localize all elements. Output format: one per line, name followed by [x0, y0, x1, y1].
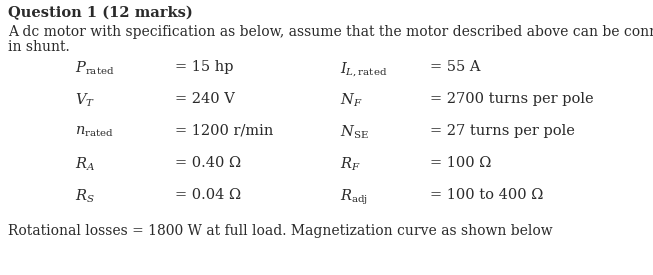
Text: = 27 turns per pole: = 27 turns per pole	[430, 124, 575, 138]
Text: $I_{L,\mathrm{rated}}$: $I_{L,\mathrm{rated}}$	[340, 60, 387, 79]
Text: $N_{F}$: $N_{F}$	[340, 92, 362, 109]
Text: $P_{\mathrm{rated}}$: $P_{\mathrm{rated}}$	[75, 60, 114, 77]
Text: = 55 A: = 55 A	[430, 60, 481, 74]
Text: $R_{F}$: $R_{F}$	[340, 156, 360, 174]
Text: A dc motor with specification as below, assume that the motor described above ca: A dc motor with specification as below, …	[8, 25, 653, 39]
Text: $N_{\mathrm{SE}}$: $N_{\mathrm{SE}}$	[340, 124, 369, 141]
Text: = 100 to 400 Ω: = 100 to 400 Ω	[430, 188, 543, 202]
Text: in shunt.: in shunt.	[8, 40, 70, 54]
Text: = 0.40 Ω: = 0.40 Ω	[175, 156, 241, 170]
Text: = 100 Ω: = 100 Ω	[430, 156, 491, 170]
Text: Question 1 (12 marks): Question 1 (12 marks)	[8, 6, 193, 20]
Text: = 2700 turns per pole: = 2700 turns per pole	[430, 92, 594, 106]
Text: = 1200 r/min: = 1200 r/min	[175, 124, 274, 138]
Text: Rotational losses = 1800 W at full load. Magnetization curve as shown below: Rotational losses = 1800 W at full load.…	[8, 224, 552, 238]
Text: $n_{\mathrm{rated}}$: $n_{\mathrm{rated}}$	[75, 124, 114, 139]
Text: = 0.04 Ω: = 0.04 Ω	[175, 188, 241, 202]
Text: = 240 V: = 240 V	[175, 92, 235, 106]
Text: $R_{\mathrm{adj}}$: $R_{\mathrm{adj}}$	[340, 188, 368, 207]
Text: $V_{T}$: $V_{T}$	[75, 92, 95, 109]
Text: $R_{S}$: $R_{S}$	[75, 188, 95, 205]
Text: = 15 hp: = 15 hp	[175, 60, 234, 74]
Text: $R_{A}$: $R_{A}$	[75, 156, 95, 174]
